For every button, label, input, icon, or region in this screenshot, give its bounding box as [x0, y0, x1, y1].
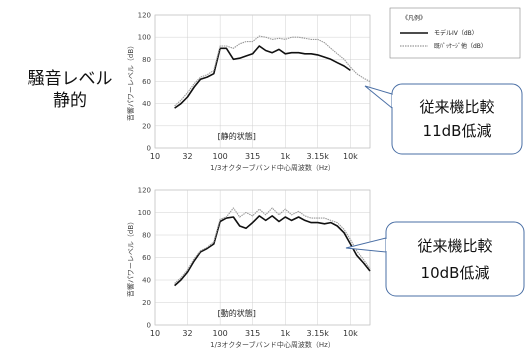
y-tick-label: 120	[138, 12, 151, 20]
y-tick-label: 20	[142, 299, 151, 307]
y-tick-label: 120	[138, 187, 151, 195]
state-label: [静的状態]	[218, 131, 256, 141]
x-axis-label: 1/3オクターブバンド中心周波数（Hz）	[210, 163, 335, 172]
x-tick-label: 100	[212, 152, 227, 161]
x-tick-label: 315	[245, 152, 260, 161]
callout-dynamic: 従来機比較 10dB低減	[345, 221, 525, 297]
y-tick-label: 0	[147, 322, 151, 330]
legend-item-new: モデルIV（dB）	[434, 29, 478, 37]
y-tick-label: 20	[142, 122, 151, 130]
legend-item-old: 既ﾊﾟｯｹｰｼﾞ他（dB）	[434, 42, 487, 50]
x-tick-label: 10k	[343, 152, 358, 161]
y-tick-label: 80	[142, 232, 151, 240]
side-label-line1: 騒音レベル	[27, 69, 113, 89]
x-tick-label: 10	[150, 329, 160, 338]
x-tick-label: 1k	[280, 152, 290, 161]
y-tick-label: 100	[138, 209, 151, 217]
side-label-line2: 静的	[53, 91, 87, 111]
y-tick-label: 100	[138, 34, 151, 42]
callout-dynamic-line2: 10dB低減	[421, 264, 490, 282]
chart-dynamic: 0 20 40 60 80 100 120 10 32 100 315 1k 3.15k 10k 1/3オク…	[126, 187, 371, 349]
y-tick-label: 80	[142, 56, 151, 64]
y-axis-label: 音響パワーレベル（dB）	[126, 218, 135, 297]
x-tick-label: 10	[150, 152, 160, 161]
callout-static-line2: 11dB低減	[423, 122, 492, 140]
y-axis-label: 音響パワーレベル（dB）	[126, 42, 135, 121]
x-tick-label: 315	[245, 329, 260, 338]
x-axis-label: 1/3オクターブバンド中心周波数（Hz）	[210, 340, 335, 349]
y-tick-label: 60	[142, 78, 151, 86]
x-tick-label: 32	[182, 329, 192, 338]
series-line-new-model	[174, 45, 351, 109]
y-tick-label: 0	[147, 145, 151, 153]
x-tick-label: 10k	[343, 329, 358, 338]
x-tick-label: 3.15k	[306, 152, 329, 161]
legend: 《凡例》 モデルIV（dB） 既ﾊﾟｯｹｰｼﾞ他（dB）	[389, 7, 521, 59]
y-tick-label: 40	[142, 277, 151, 285]
y-tick-label: 60	[142, 254, 151, 262]
x-tick-label: 100	[212, 329, 227, 338]
callout-static: 従来機比較 11dB低減	[364, 83, 523, 155]
x-tick-label: 32	[182, 152, 192, 161]
x-tick-label: 3.15k	[306, 329, 329, 338]
series-line-old-model	[174, 35, 371, 107]
callout-box	[385, 221, 525, 297]
chart-static: 0 20 40 60 80 100 120 10 32 100 315 1k 3.15k 10k 1/3オク…	[126, 12, 371, 172]
series-line-old-model	[174, 207, 371, 284]
state-label: [動的状態]	[218, 308, 256, 318]
series-line-new-model	[174, 215, 371, 287]
legend-title: 《凡例》	[402, 14, 426, 22]
callout-box	[391, 83, 523, 155]
y-tick-label: 40	[142, 100, 151, 108]
callout-static-line1: 従来機比較	[419, 98, 494, 116]
x-tick-label: 1k	[280, 329, 290, 338]
callout-dynamic-line1: 従来機比較	[417, 237, 492, 255]
side-label: 騒音レベル 静的	[10, 68, 130, 112]
